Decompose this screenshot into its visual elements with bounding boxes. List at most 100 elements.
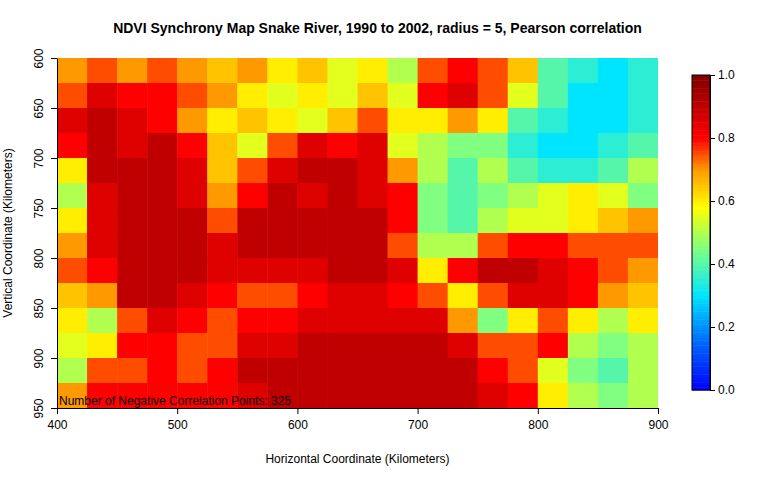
heatmap-cell xyxy=(508,108,539,134)
heatmap-cell xyxy=(568,108,599,134)
tick-mark xyxy=(51,308,57,309)
heatmap-cell xyxy=(538,283,569,309)
heatmap-cell xyxy=(87,208,118,234)
heatmap-cell xyxy=(508,208,539,234)
heatmap-cell xyxy=(628,133,658,159)
tick: 0.2 xyxy=(710,320,735,334)
tick-label: 800 xyxy=(32,248,46,268)
heatmap-cell xyxy=(207,58,238,84)
axis-line xyxy=(57,59,58,409)
heatmap-cell xyxy=(418,183,449,209)
heatmap-cell xyxy=(117,183,148,209)
heatmap-cell xyxy=(628,83,658,109)
tick: 500 xyxy=(168,408,188,432)
heatmap-cell xyxy=(508,333,539,359)
heatmap-cell xyxy=(57,58,88,84)
heatmap-cell xyxy=(568,333,599,359)
heatmap-cell xyxy=(358,358,389,384)
tick: 700 xyxy=(408,408,428,432)
tick-label: 1.0 xyxy=(718,68,735,82)
heatmap-cell xyxy=(358,83,389,109)
heatmap-cell xyxy=(568,283,599,309)
heatmap-cell xyxy=(327,58,358,84)
heatmap-cell xyxy=(448,333,479,359)
tick-label: 900 xyxy=(648,418,668,432)
heatmap-cell xyxy=(598,308,629,334)
tick-label: 400 xyxy=(47,418,67,432)
heatmap-cell xyxy=(448,358,479,384)
heatmap-cell xyxy=(177,308,208,334)
x-axis-title: Horizontal Coordinate (Kilometers) xyxy=(265,452,449,466)
heatmap-cell xyxy=(207,183,238,209)
heatmap-cell xyxy=(87,158,118,184)
heatmap-cell xyxy=(117,233,148,259)
heatmap-cell xyxy=(207,133,238,159)
tick-label: 0.6 xyxy=(718,194,735,208)
heatmap-cell xyxy=(207,233,238,259)
heatmap-cell xyxy=(598,333,629,359)
heatmap-cell xyxy=(508,58,539,84)
heatmap-cell xyxy=(568,308,599,334)
heatmap-cell xyxy=(598,58,629,84)
heatmap-cell xyxy=(57,233,88,259)
heatmap-cell xyxy=(57,108,88,134)
heatmap-cell xyxy=(598,358,629,384)
heatmap-cell xyxy=(358,133,389,159)
heatmap-cell xyxy=(87,358,118,384)
tick-mark xyxy=(297,408,298,414)
heatmap-cell xyxy=(538,158,569,184)
tick-label: 0.4 xyxy=(718,257,735,271)
tick: 900 xyxy=(32,348,57,368)
heatmap-cell xyxy=(418,158,449,184)
tick-mark xyxy=(51,208,57,209)
heatmap-cell xyxy=(267,333,298,359)
heatmap-cell xyxy=(418,208,449,234)
heatmap-cell xyxy=(237,58,268,84)
heatmap-cell xyxy=(147,333,178,359)
tick: 800 xyxy=(32,248,57,268)
heatmap-cell xyxy=(327,83,358,109)
heatmap-cell xyxy=(358,58,389,84)
heatmap-cell xyxy=(568,208,599,234)
heatmap-cell xyxy=(147,158,178,184)
heatmap-cell xyxy=(267,83,298,109)
heatmap-cell xyxy=(237,133,268,159)
heatmap-cell xyxy=(628,108,658,134)
heatmap-cell xyxy=(478,158,509,184)
heatmap-cell xyxy=(448,108,479,134)
colorbar xyxy=(692,75,710,391)
heatmap-cell xyxy=(388,233,419,259)
heatmap-cell xyxy=(267,208,298,234)
heatmap-cell xyxy=(117,258,148,284)
tick: 0.0 xyxy=(710,383,735,397)
tick-label: 700 xyxy=(408,418,428,432)
heatmap-cell xyxy=(508,383,539,408)
heatmap-cell xyxy=(117,108,148,134)
heatmap-cell xyxy=(508,308,539,334)
axis-line xyxy=(58,408,659,409)
heatmap-cell xyxy=(478,233,509,259)
colorbar-frame xyxy=(692,75,710,390)
heatmap-cell xyxy=(237,233,268,259)
tick-label: 750 xyxy=(32,198,46,218)
heatmap-cell xyxy=(297,108,328,134)
heatmap-cell xyxy=(628,383,658,408)
heatmap-cell xyxy=(147,358,178,384)
heatmap-cell xyxy=(57,183,88,209)
heatmap-cell xyxy=(267,108,298,134)
heatmap-cell xyxy=(267,308,298,334)
heatmap-cell xyxy=(297,233,328,259)
tick-label: 800 xyxy=(528,418,548,432)
heatmap-cell xyxy=(147,208,178,234)
heatmap-cell xyxy=(388,58,419,84)
heatmap-cell xyxy=(538,58,569,84)
heatmap-cell xyxy=(418,308,449,334)
heatmap-cell xyxy=(207,333,238,359)
heatmap-cell xyxy=(628,58,658,84)
heatmap-cell xyxy=(87,83,118,109)
heatmap-cell xyxy=(448,383,479,408)
axis: 400500600700800900 xyxy=(47,408,668,432)
heatmap-cell xyxy=(478,283,509,309)
heatmap-cell xyxy=(117,58,148,84)
tick: 850 xyxy=(32,298,57,318)
